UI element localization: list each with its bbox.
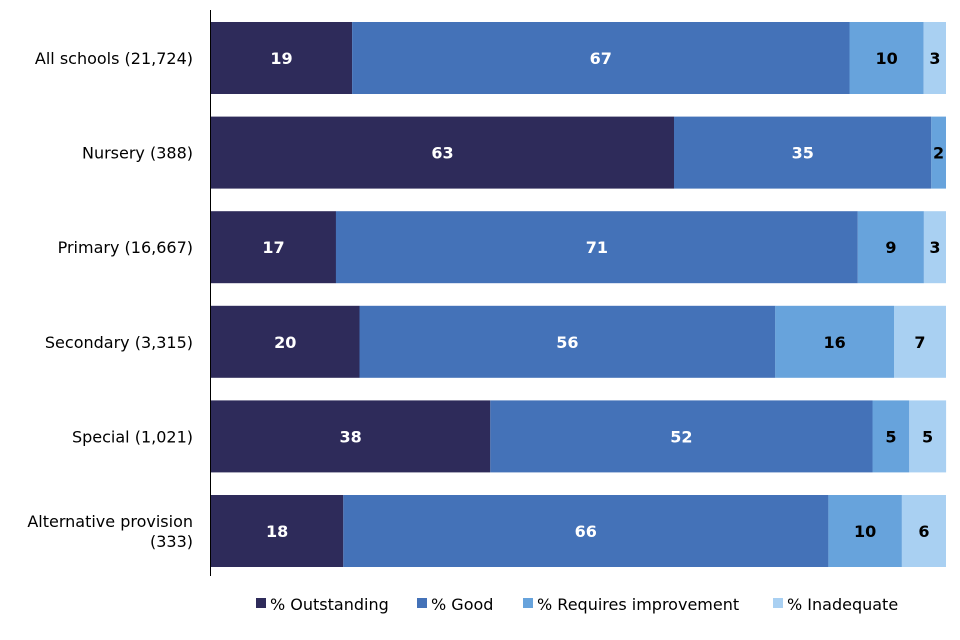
legend-swatch-outstanding: [256, 598, 266, 608]
bar-inadequate-5: [901, 495, 946, 567]
bar-good-4: [490, 400, 873, 473]
bars-layer: [211, 22, 947, 567]
data-label-good-5: 66: [575, 522, 597, 541]
legend: % Outstanding % Good % Requires improvemen…: [256, 595, 898, 614]
category-label-4: Special (1,021): [72, 427, 193, 446]
bar-requires-improvement-2: [857, 211, 924, 284]
data-labels-layer: 19 67 10 3 63 35 2 17 71 9 3 20 56 16 7 38 52 5 5 18 66 10 6: [262, 49, 944, 541]
category-label-0: All schools (21,724): [35, 49, 193, 68]
legend-swatch-good: [417, 598, 427, 608]
bar-good-2: [335, 211, 858, 284]
bar-good-3: [359, 305, 776, 378]
bar-outstanding-3: [211, 305, 360, 378]
bar-good-5: [343, 495, 829, 567]
bar-inadequate-2: [923, 211, 946, 284]
category-label-3: Secondary (3,315): [45, 333, 193, 352]
category-label-1: Nursery (388): [82, 144, 193, 163]
data-label-good-0: 67: [590, 49, 612, 68]
data-label-requires-improvement-3: 16: [823, 333, 845, 352]
bar-requires-improvement-0: [849, 22, 924, 94]
data-label-outstanding-2: 17: [262, 238, 284, 257]
legend-label-requires-improvement: % Requires improvement: [537, 595, 739, 614]
category-label-5-line-1: (333): [150, 532, 193, 551]
data-label-good-3: 56: [556, 333, 578, 352]
data-label-requires-improvement-1: 2: [933, 144, 944, 163]
data-label-outstanding-4: 38: [339, 427, 361, 446]
data-label-requires-improvement-5: 10: [854, 522, 876, 541]
bar-requires-improvement-3: [775, 305, 894, 378]
bar-outstanding-2: [211, 211, 336, 284]
data-label-outstanding-0: 19: [270, 49, 292, 68]
data-label-inadequate-4: 5: [922, 427, 933, 446]
bar-requires-improvement-5: [828, 495, 902, 567]
data-label-requires-improvement-2: 9: [885, 238, 896, 257]
legend-label-good: % Good: [431, 595, 493, 614]
legend-swatch-requires-improvement: [523, 598, 533, 608]
data-label-inadequate-5: 6: [918, 522, 929, 541]
data-label-good-1: 35: [792, 144, 814, 163]
data-label-outstanding-5: 18: [266, 522, 288, 541]
data-label-inadequate-3: 7: [914, 333, 925, 352]
data-label-inadequate-2: 3: [929, 238, 940, 257]
bar-outstanding-1: [211, 116, 675, 189]
data-label-requires-improvement-4: 5: [885, 427, 896, 446]
data-label-requires-improvement-0: 10: [875, 49, 897, 68]
legend-label-inadequate: % Inadequate: [787, 595, 898, 614]
legend-label-outstanding: % Outstanding: [270, 595, 389, 614]
data-label-outstanding-3: 20: [274, 333, 296, 352]
data-label-outstanding-1: 63: [431, 144, 453, 163]
bar-outstanding-5: [211, 495, 344, 567]
bar-good-1: [674, 116, 932, 189]
category-label-5-line-0: Alternative provision: [27, 512, 193, 531]
bar-requires-improvement-4: [872, 400, 910, 473]
data-label-inadequate-0: 3: [929, 49, 940, 68]
data-label-good-4: 52: [670, 427, 692, 446]
category-labels-layer: All schools (21,724) Nursery (388) Primary…: [27, 49, 193, 551]
category-label-2: Primary (16,667): [58, 238, 193, 257]
legend-swatch-inadequate: [773, 598, 783, 608]
bar-inadequate-3: [894, 305, 946, 378]
bar-good-0: [352, 22, 850, 94]
bar-outstanding-0: [211, 22, 353, 94]
bar-inadequate-0: [923, 22, 946, 94]
bar-requires-improvement-1: [931, 116, 946, 189]
bar-outstanding-4: [211, 400, 491, 473]
data-label-good-2: 71: [586, 238, 608, 257]
bar-inadequate-4: [909, 400, 947, 473]
